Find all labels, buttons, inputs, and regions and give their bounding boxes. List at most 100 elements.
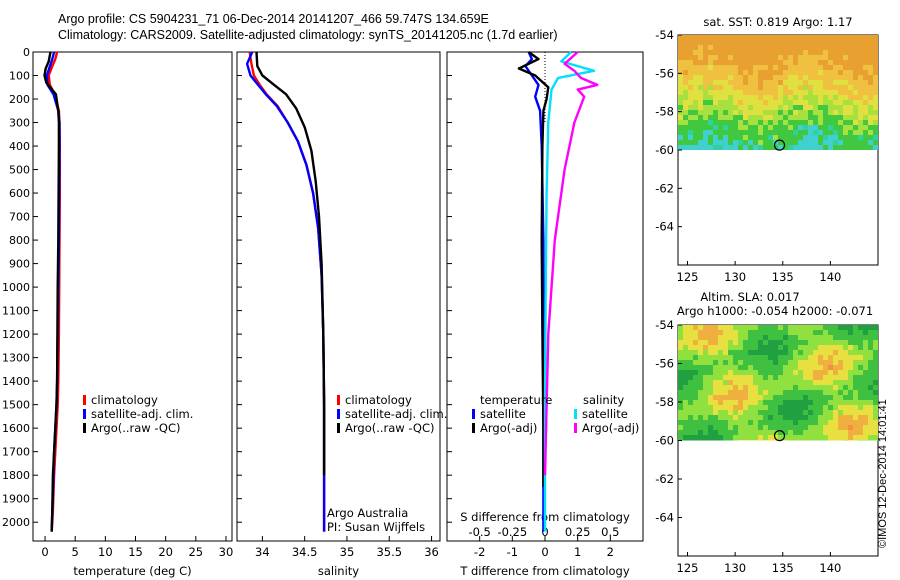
sla-map-heatmap-cell xyxy=(803,390,808,395)
sla-map-heatmap-cell xyxy=(743,425,748,430)
sla-map-heatmap-cell xyxy=(858,375,863,380)
sla-map-heatmap-cell xyxy=(868,360,873,365)
sla-map-heatmap-cell xyxy=(783,340,788,345)
sla-map-heatmap-cell xyxy=(858,385,863,390)
sla-map-heatmap-cell xyxy=(743,400,748,405)
sla-map-heatmap-cell xyxy=(743,440,748,441)
sst-map-heatmap-cell xyxy=(728,125,733,130)
sst-map-heatmap-cell xyxy=(688,145,693,150)
sla-map-heatmap-cell xyxy=(703,365,708,370)
sst-map-heatmap-cell xyxy=(873,85,878,90)
sla-map-heatmap-cell xyxy=(728,395,733,400)
sla-map-heatmap-cell xyxy=(703,395,708,400)
sla-map-heatmap-cell xyxy=(803,425,808,430)
sst-map-heatmap-cell xyxy=(868,135,873,140)
sst-map-heatmap-cell xyxy=(743,90,748,95)
sla-map-heatmap-cell xyxy=(863,415,868,420)
sst-map-heatmap-cell xyxy=(833,35,838,40)
sla-map-heatmap-cell xyxy=(853,420,858,425)
sst-map-heatmap-cell xyxy=(683,60,688,65)
sst-map-heatmap-cell xyxy=(823,75,828,80)
sla-map-heatmap-cell xyxy=(708,420,713,425)
salinity-series-line xyxy=(255,51,326,476)
sst-map-heatmap-cell xyxy=(713,70,718,75)
sst-map-heatmap-cell xyxy=(723,40,728,45)
sst-map-heatmap-cell xyxy=(803,80,808,85)
sst-map-heatmap-cell xyxy=(733,140,738,145)
sst-map-heatmap-cell xyxy=(753,140,758,145)
sst-map-heatmap-cell xyxy=(868,35,873,40)
sst-map-heatmap-cell xyxy=(718,80,723,85)
sst-map-heatmap-cell xyxy=(688,95,693,100)
sla-map-heatmap-cell xyxy=(728,385,733,390)
temperature-ytick-label: 300 xyxy=(9,117,30,130)
sst-map-heatmap-cell xyxy=(858,105,863,110)
sst-map-heatmap-cell xyxy=(778,35,783,40)
sla-map-heatmap-cell xyxy=(853,425,858,430)
sst-map-heatmap-cell xyxy=(758,145,763,150)
temperature-ytick-label: 2000 xyxy=(2,516,30,529)
sst-map-heatmap-cell xyxy=(853,135,858,140)
sst-map-heatmap-cell xyxy=(858,50,863,55)
sst-map-heatmap-cell xyxy=(848,95,853,100)
sst-map-heatmap-cell xyxy=(803,125,808,130)
sla-map-heatmap-cell xyxy=(828,435,833,440)
sst-map-heatmap-cell xyxy=(708,65,713,70)
sst-map-heatmap-cell xyxy=(723,100,728,105)
sst-map-heatmap-cell xyxy=(698,135,703,140)
sst-map-heatmap-cell xyxy=(873,135,878,140)
sst-map-heatmap-cell xyxy=(733,85,738,90)
sla-map-heatmap-cell xyxy=(788,355,793,360)
sst-map-heatmap-cell xyxy=(693,120,698,125)
sst-map-heatmap-cell xyxy=(813,90,818,95)
sst-map-heatmap-cell xyxy=(708,40,713,45)
sla-map-heatmap-cell xyxy=(783,390,788,395)
sla-map-heatmap-cell xyxy=(748,405,753,410)
sst-map-heatmap-cell xyxy=(813,35,818,40)
sst-map-heatmap-cell xyxy=(823,125,828,130)
sst-map-heatmap-cell xyxy=(683,100,688,105)
sla-map-heatmap-cell xyxy=(788,410,793,415)
sst-map-heatmap-cell xyxy=(853,110,858,115)
sst-map-heatmap-cell xyxy=(788,115,793,120)
sst-map-heatmap-cell xyxy=(808,70,813,75)
sst-map-heatmap-cell xyxy=(808,45,813,50)
sst-map-heatmap-cell xyxy=(853,35,858,40)
sla-map-heatmap-cell xyxy=(838,395,843,400)
sst-map-heatmap-cell xyxy=(823,45,828,50)
sla-map-heatmap-cell xyxy=(793,360,798,365)
sst-map-heatmap-cell xyxy=(848,60,853,65)
sla-map-heatmap-cell xyxy=(758,425,763,430)
sst-map-heatmap-cell xyxy=(678,75,683,80)
sla-map-heatmap-cell xyxy=(713,440,718,441)
sla-map-heatmap-cell xyxy=(823,340,828,345)
sla-map-heatmap-cell xyxy=(743,385,748,390)
sst-map-heatmap-cell xyxy=(868,105,873,110)
sst-map-heatmap-cell xyxy=(768,35,773,40)
sst-map-heatmap-cell xyxy=(688,35,693,40)
sst-map-heatmap-cell xyxy=(808,105,813,110)
sla-map-heatmap-cell xyxy=(793,385,798,390)
sla-map-heatmap-cell xyxy=(828,380,833,385)
sst-map-heatmap-cell xyxy=(733,50,738,55)
sla-map-heatmap-cell xyxy=(728,405,733,410)
sla-map-heatmap-cell xyxy=(688,355,693,360)
sst-map-heatmap-cell xyxy=(808,85,813,90)
sst-map-heatmap-cell xyxy=(873,65,878,70)
sst-map-heatmap-cell xyxy=(753,65,758,70)
sla-map-heatmap-cell xyxy=(728,350,733,355)
sst-map-heatmap-cell xyxy=(698,60,703,65)
sst-map-heatmap-cell xyxy=(843,35,848,40)
sst-map-heatmap-cell xyxy=(763,85,768,90)
sst-map-heatmap-cell xyxy=(853,50,858,55)
sla-map-heatmap-cell xyxy=(828,415,833,420)
difference-legend-swatch xyxy=(574,423,577,433)
sst-map-heatmap-cell xyxy=(688,50,693,55)
sst-map-heatmap-cell xyxy=(733,135,738,140)
sst-map-heatmap-cell xyxy=(843,140,848,145)
sla-map-heatmap-cell xyxy=(798,385,803,390)
sla-map-heatmap-cell xyxy=(708,340,713,345)
sla-map-heatmap-cell xyxy=(693,400,698,405)
sst-map-heatmap-cell xyxy=(693,45,698,50)
sla-map-heatmap-cell xyxy=(773,395,778,400)
